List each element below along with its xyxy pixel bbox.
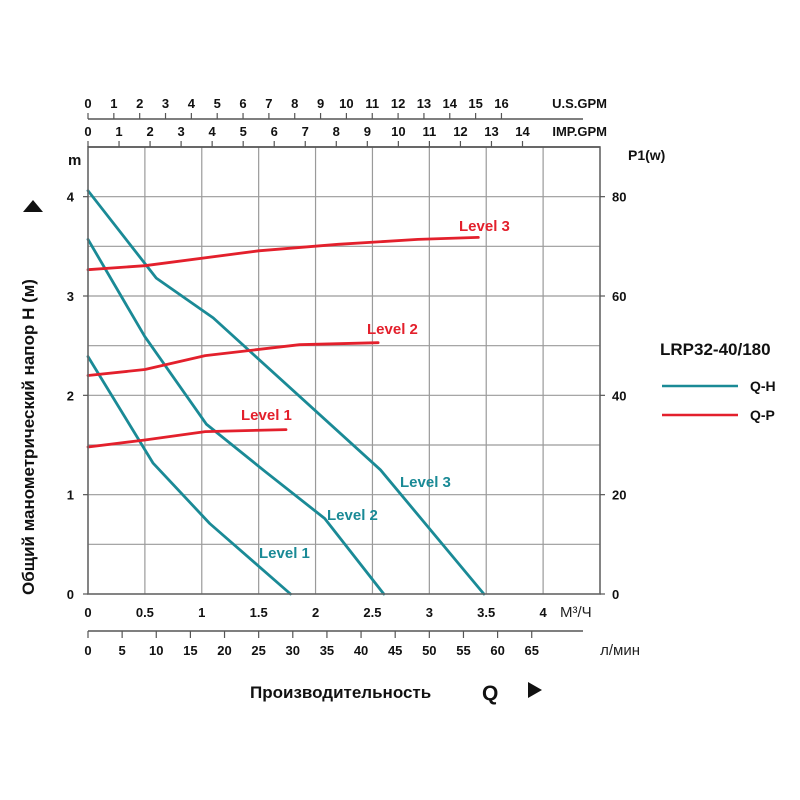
secondary-axis-tick-label: 0: [84, 643, 91, 658]
curve-q-p-level-1: [86, 428, 288, 449]
curve-label-q-p-level-3: Level 3: [459, 218, 510, 235]
x-axis-arrow-icon: [528, 682, 542, 698]
curve-label-q-h-level-3: Level 3: [400, 474, 451, 491]
y-tick-label: 1: [67, 488, 74, 503]
x-axis-symbol: Q: [482, 682, 498, 705]
x-tick-label: 2.5: [363, 605, 381, 620]
secondary-axis-tick-label: 3: [177, 124, 184, 139]
secondary-axis-tick-label: 7: [302, 124, 309, 139]
x-tick-label: 1: [198, 605, 205, 620]
legend-title: LRP32-40/180: [660, 340, 771, 359]
x-tick-label: 0: [84, 605, 91, 620]
curve-q-h-level-2: [86, 237, 386, 596]
secondary-axis-tick-label: 1: [115, 124, 122, 139]
secondary-axis-tick-label: 10: [391, 124, 405, 139]
y-tick-label: 0: [67, 587, 74, 602]
y2-tick-label: 80: [612, 190, 626, 205]
secondary-axis-title: U.S.GPM: [552, 96, 607, 111]
secondary-axis-tick-label: 25: [251, 643, 265, 658]
x-tick-label: 3: [426, 605, 433, 620]
secondary-axis-tick-label: 14: [443, 96, 458, 111]
curve-q-h-level-3: [86, 189, 486, 596]
secondary-axis-title: IMP.GPM: [552, 124, 607, 139]
y-axis-title: Общий манометрический напор H (м): [19, 279, 38, 595]
secondary-axis-tick-label: 10: [339, 96, 353, 111]
secondary-axis-tick-label: 35: [320, 643, 334, 658]
curve-label-q-p-level-2: Level 2: [367, 321, 418, 338]
legend-qh-label: Q-H: [750, 378, 776, 394]
y2-tick-label: 40: [612, 388, 626, 403]
curve-q-p-level-3: [86, 235, 480, 272]
secondary-axis-tick-label: 0: [84, 124, 91, 139]
x-unit-label: М³/Ч: [560, 604, 592, 621]
secondary-axis-tick-label: 15: [183, 643, 197, 658]
secondary-axis-tick-label: 8: [333, 124, 340, 139]
secondary-axis-tick-label: 13: [417, 96, 431, 111]
secondary-axis-tick-label: 5: [119, 643, 126, 658]
secondary-axis-title: л/мин: [600, 642, 640, 659]
secondary-axis-tick-label: 11: [365, 96, 379, 111]
y-axis-arrow-icon: [23, 200, 43, 212]
y2-tick-label: 20: [612, 488, 626, 503]
secondary-axis-tick-label: 0: [84, 96, 91, 111]
y2-tick-label: 60: [612, 289, 626, 304]
secondary-axis-tick-label: 6: [271, 124, 278, 139]
curve-label-q-p-level-1: Level 1: [241, 407, 292, 424]
x-tick-label: 4: [539, 605, 547, 620]
secondary-axis-tick-label: 5: [214, 96, 221, 111]
y-tick-label: 3: [67, 289, 74, 304]
curve-label-q-h-level-1: Level 1: [259, 545, 310, 562]
y-tick-label: 4: [67, 190, 75, 205]
secondary-axis-tick-label: 16: [494, 96, 508, 111]
x-tick-label: 0.5: [136, 605, 154, 620]
secondary-axis-tick-label: 1: [110, 96, 117, 111]
secondary-axis-tick-label: 50: [422, 643, 436, 658]
curve-q-p-level-2: [86, 341, 380, 377]
secondary-axis-tick-label: 4: [209, 124, 217, 139]
secondary-axis-tick-label: 30: [286, 643, 300, 658]
secondary-axis-tick-label: 14: [515, 124, 530, 139]
plot-frame: [87, 146, 601, 595]
secondary-axis-tick-label: 65: [524, 643, 538, 658]
x-tick-label: 2: [312, 605, 319, 620]
curve-label-q-h-level-2: Level 2: [327, 507, 378, 524]
secondary-axis-tick-label: 9: [364, 124, 371, 139]
secondary-axis-tick-label: 4: [188, 96, 196, 111]
grid: [88, 147, 600, 594]
labels: m P1(w) М³/Ч Общий манометрический напор…: [19, 147, 776, 705]
secondary-axis-tick-label: 12: [391, 96, 405, 111]
legend-qp-label: Q-P: [750, 407, 775, 423]
secondary-axis-tick-label: 55: [456, 643, 470, 658]
secondary-axis-tick-label: 20: [217, 643, 231, 658]
y2-axis-title: P1(w): [628, 147, 665, 163]
secondary-axis-tick-label: 3: [162, 96, 169, 111]
y-unit-label: m: [68, 152, 81, 169]
secondary-axis-tick-label: 8: [291, 96, 298, 111]
y2-tick-label: 0: [612, 587, 619, 602]
secondary-axis-tick-label: 40: [354, 643, 368, 658]
secondary-axis-tick-label: 15: [468, 96, 482, 111]
secondary-axis-tick-label: 10: [149, 643, 163, 658]
curves: Level 3 Level 2 Level 1 Level 3 Level 2 Level…: [86, 189, 510, 596]
secondary-axis-tick-label: 60: [490, 643, 504, 658]
secondary-axis-tick-label: 7: [265, 96, 272, 111]
secondary-axis-tick-label: 12: [453, 124, 467, 139]
secondary-axis-tick-label: 11: [423, 124, 437, 139]
secondary-axis-tick-label: 6: [239, 96, 246, 111]
y-tick-label: 2: [67, 388, 74, 403]
secondary-axis-tick-label: 13: [484, 124, 498, 139]
secondary-axis-tick-label: 45: [388, 643, 402, 658]
secondary-axis-tick-label: 2: [136, 96, 143, 111]
x-tick-label: 3.5: [477, 605, 495, 620]
curve-q-h-level-1: [86, 355, 292, 596]
secondary-axis-tick-label: 5: [240, 124, 247, 139]
secondary-axis-tick-label: 2: [146, 124, 153, 139]
x-axis-title: Производительность: [250, 683, 431, 702]
secondary-axis-tick-label: 9: [317, 96, 324, 111]
x-tick-label: 1.5: [250, 605, 268, 620]
